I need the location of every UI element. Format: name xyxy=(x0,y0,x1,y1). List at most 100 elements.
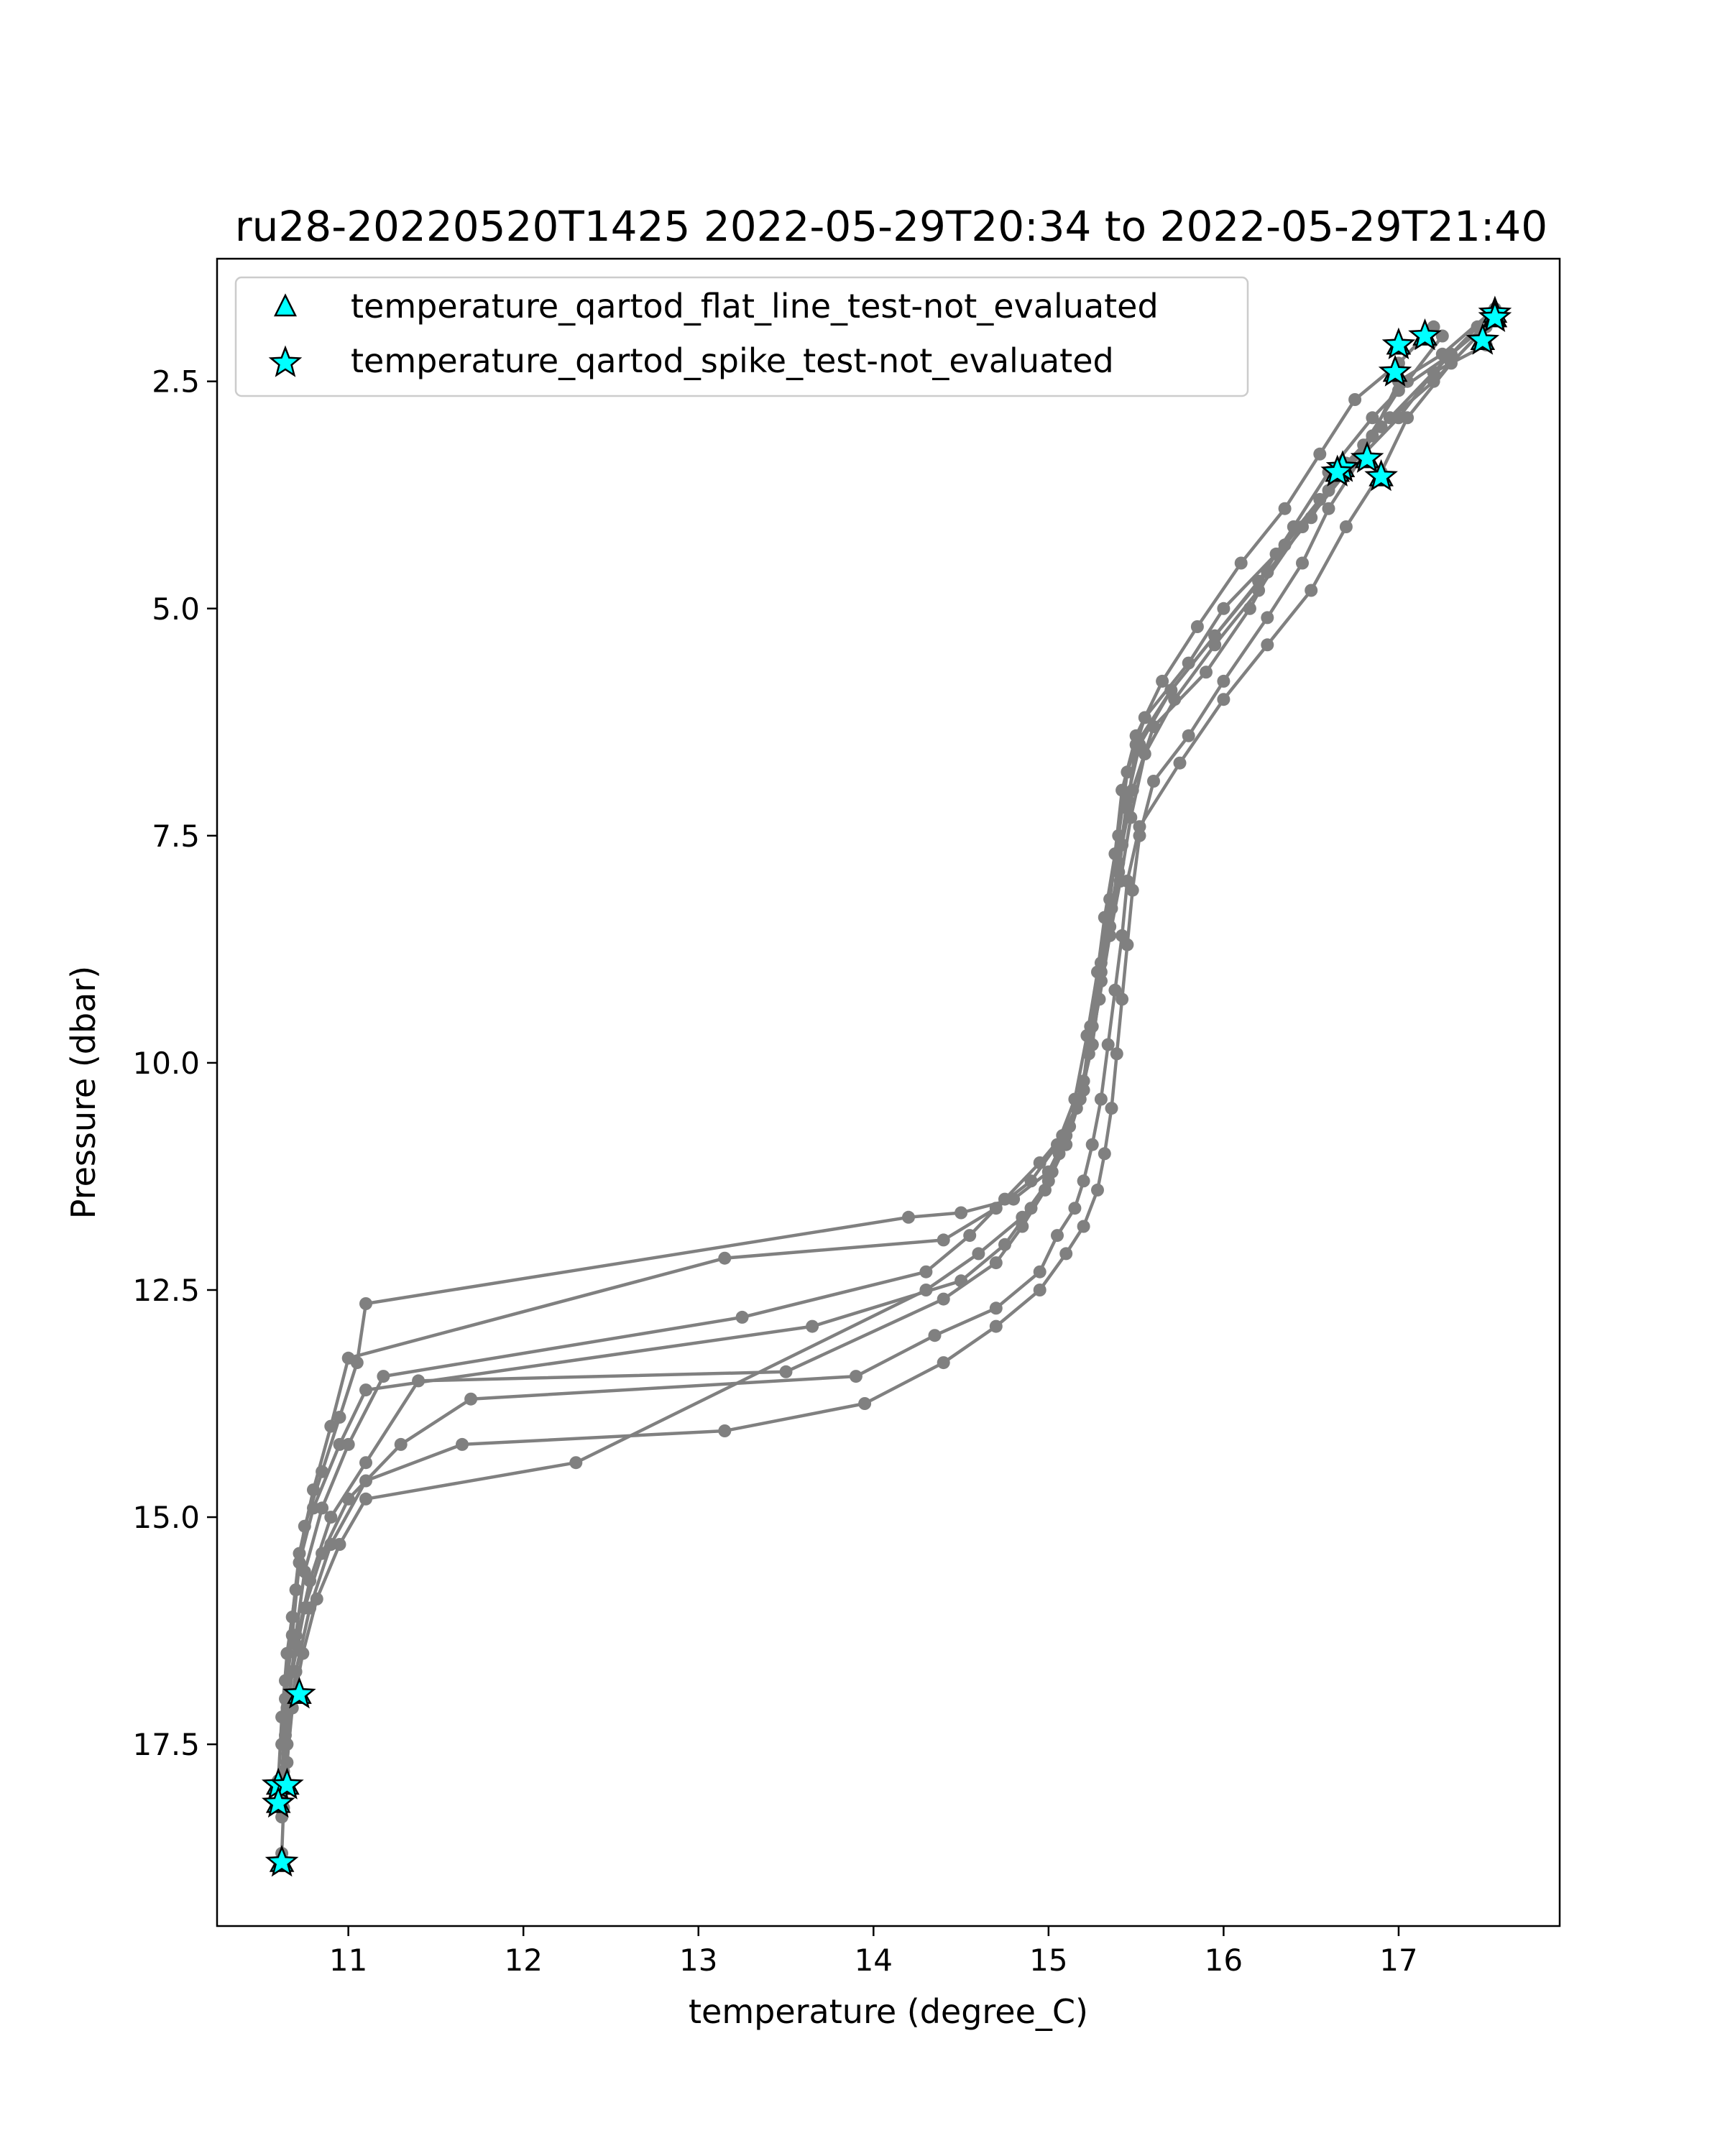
y-tick-label: 15.0 xyxy=(132,1500,200,1535)
y-tick-label: 17.5 xyxy=(132,1727,200,1762)
profile-point xyxy=(1077,1174,1090,1188)
profile-point xyxy=(359,1297,372,1310)
profile-point xyxy=(456,1437,469,1451)
profile-point xyxy=(858,1397,872,1410)
profile-point xyxy=(1085,1038,1099,1051)
profile-point xyxy=(1077,1220,1090,1233)
profile-point xyxy=(1261,638,1274,652)
profile-point xyxy=(735,1310,749,1324)
profile-point xyxy=(359,1456,372,1470)
profile-point xyxy=(341,1492,355,1506)
x-tick-label: 16 xyxy=(1205,1943,1243,1978)
profile-point xyxy=(1392,411,1405,425)
profile-point xyxy=(919,1284,933,1296)
profile-point xyxy=(1129,738,1143,752)
x-axis: 11 12 13 14 15 16 17 xyxy=(329,1926,1418,1978)
profile-point xyxy=(1016,1220,1029,1233)
spike-flag-marker xyxy=(1378,354,1412,387)
profile-point xyxy=(919,1265,933,1279)
spike-flag-marker xyxy=(262,1785,295,1818)
profile-point xyxy=(569,1456,583,1470)
x-axis-label: temperature (degree_C) xyxy=(689,1992,1088,2031)
profile-point xyxy=(1073,1092,1087,1106)
profile-point xyxy=(806,1319,819,1333)
profile-point xyxy=(464,1392,478,1406)
profile-point xyxy=(1138,747,1151,760)
profile-point xyxy=(1305,584,1318,597)
profile-point xyxy=(394,1437,408,1451)
profile-point xyxy=(1024,1174,1038,1188)
profile-point xyxy=(718,1424,732,1437)
profile-point xyxy=(1217,693,1230,706)
profile-point xyxy=(963,1229,977,1243)
spike-flag-marker xyxy=(1381,327,1416,359)
profile-point xyxy=(1133,829,1146,842)
profile-line-7 xyxy=(280,326,1479,1818)
profile-point xyxy=(989,1256,1003,1270)
x-tick-label: 17 xyxy=(1379,1943,1417,1978)
profile-point xyxy=(333,1538,346,1551)
profile-point xyxy=(324,1511,338,1524)
profile-point xyxy=(1105,1102,1118,1115)
star-icon xyxy=(268,345,303,377)
profile-point xyxy=(1041,1174,1055,1188)
legend: temperature_qartod_flat_line_test-not_ev… xyxy=(234,276,1249,397)
x-tick-label: 13 xyxy=(679,1943,717,1978)
plot-frame xyxy=(216,257,1561,1927)
profile-point xyxy=(1296,556,1309,570)
profile-point xyxy=(1278,502,1292,515)
profile-point xyxy=(333,1437,346,1451)
profile-point xyxy=(1322,484,1335,497)
profile-point xyxy=(1217,674,1230,688)
profile-point xyxy=(1116,992,1129,1006)
profile-point xyxy=(928,1329,942,1342)
profile-point xyxy=(293,1556,306,1570)
profile-point xyxy=(989,1302,1003,1315)
profile-point xyxy=(937,1233,950,1247)
spike-flag-marker xyxy=(1408,318,1442,351)
profile-point xyxy=(1094,1092,1108,1106)
profile-point xyxy=(1121,938,1134,952)
profile-point xyxy=(1190,620,1204,633)
profile-point xyxy=(1339,520,1353,533)
profile-point xyxy=(1200,665,1213,679)
profile-point xyxy=(989,1319,1003,1333)
profile-point xyxy=(1374,420,1388,433)
triangle-icon xyxy=(273,293,298,317)
profile-point xyxy=(1445,356,1458,370)
plot-area xyxy=(261,295,1512,1877)
profile-point xyxy=(359,1492,372,1506)
profile-point xyxy=(1033,1284,1046,1296)
profile-point xyxy=(296,1646,310,1660)
profile-point xyxy=(1366,411,1379,425)
profile-point xyxy=(324,1419,338,1433)
y-axis-label: Pressure (dbar) xyxy=(64,966,103,1219)
profile-point xyxy=(1085,1138,1099,1151)
x-tick-label: 11 xyxy=(329,1943,367,1978)
profile-point xyxy=(307,1501,320,1515)
profile-point xyxy=(1103,920,1117,934)
profile-point xyxy=(1252,574,1266,588)
profile-point xyxy=(1112,865,1126,879)
profile-point xyxy=(359,1383,372,1397)
y-tick-label: 2.5 xyxy=(152,364,200,400)
legend-label-spike: temperature_qartod_spike_test-not_evalua… xyxy=(351,341,1114,380)
legend-label-flat-line: temperature_qartod_flat_line_test-not_ev… xyxy=(351,287,1159,326)
profile-point xyxy=(307,1483,320,1497)
profile-point xyxy=(937,1292,950,1306)
profile-point xyxy=(341,1351,355,1365)
profile-point xyxy=(1108,983,1122,997)
profile-point xyxy=(1126,883,1139,897)
y-tick-label: 12.5 xyxy=(132,1273,200,1308)
profile-point xyxy=(1098,1147,1111,1161)
profile-point xyxy=(1033,1265,1046,1279)
x-tick-label: 14 xyxy=(855,1943,893,1978)
profile-point xyxy=(1261,611,1274,625)
profile-point xyxy=(1427,366,1440,379)
profile-point xyxy=(1033,1156,1046,1169)
profile-point xyxy=(1435,329,1449,343)
profile-point xyxy=(998,1192,1011,1206)
profile-point xyxy=(954,1206,968,1220)
profile-point xyxy=(1110,1047,1123,1061)
